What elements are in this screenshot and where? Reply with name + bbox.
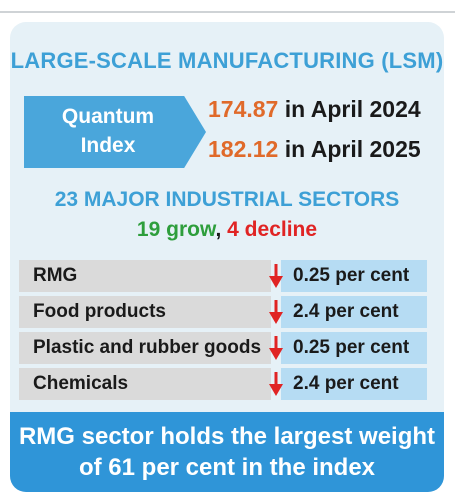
quantum-index-period: in April 2024 [278, 96, 421, 122]
sectors-heading: 23 MAJOR INDUSTRIAL SECTORS [54, 188, 400, 211]
quantum-index-entry-2024: 174.87 in April 2024 [208, 96, 421, 123]
arrow-down-icon [269, 372, 283, 396]
quantum-index-label-line2: Index [80, 134, 136, 157]
sector-change: 2.4 per cent [281, 368, 427, 400]
sector-name: Chemicals [19, 368, 271, 400]
table-row: RMG 0.25 per cent [19, 260, 427, 292]
quantum-index-period: in April 2025 [278, 136, 421, 162]
sectors-separator: , [215, 218, 228, 241]
sector-name: Food products [19, 296, 271, 328]
table-row: Food products 2.4 per cent [19, 296, 427, 328]
quantum-index-label-line1: Quantum [61, 105, 155, 128]
sectors-summary: 19 grow, 4 decline [10, 218, 444, 242]
sector-change: 0.25 per cent [281, 332, 427, 364]
table-row: Chemicals 2.4 per cent [19, 368, 427, 400]
lsm-infographic-card: LARGE-SCALE MANUFACTURING (LSM) Quantum … [10, 22, 444, 492]
quantum-index-value: 174.87 [208, 96, 279, 122]
sectors-decline-count: 4 decline [227, 218, 318, 241]
sectors-grow-count: 19 grow [136, 218, 216, 241]
infographic-title: LARGE-SCALE MANUFACTURING (LSM) [10, 48, 444, 73]
sector-name: RMG [19, 260, 271, 292]
table-row: Plastic and rubber goods 0.25 per cent [19, 332, 427, 364]
quantum-index-label-box: Quantum Index [24, 96, 206, 168]
footer-line2: of 61 per cent in the index [78, 454, 376, 481]
sector-name: Plastic and rubber goods [19, 332, 271, 364]
quantum-index-value: 182.12 [208, 136, 279, 162]
footer-line1: RMG sector holds the largest weight [18, 423, 436, 450]
arrow-down-icon [269, 264, 283, 288]
sector-change: 2.4 per cent [281, 296, 427, 328]
arrow-down-icon [269, 336, 283, 360]
sector-change: 0.25 per cent [281, 260, 427, 292]
top-divider [0, 11, 455, 13]
arrow-down-icon [269, 300, 283, 324]
quantum-index-entry-2025: 182.12 in April 2025 [208, 136, 421, 163]
footer-banner: RMG sector holds the largest weight of 6… [10, 412, 444, 492]
